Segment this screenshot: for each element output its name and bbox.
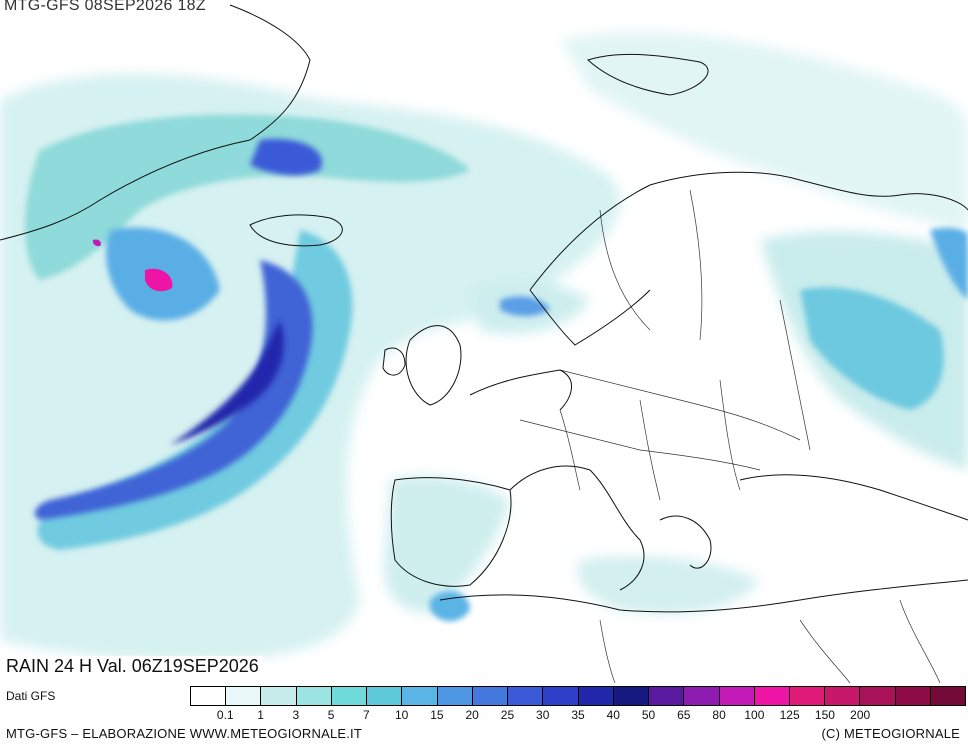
data-source-label: Dati GFS: [6, 689, 56, 703]
scale-swatch: [472, 687, 509, 705]
scale-swatch: [261, 687, 297, 705]
scale-swatch: [296, 687, 332, 705]
country-borders: [519, 189, 941, 683]
scale-tick-label: 40: [606, 708, 620, 722]
scale-swatch: [684, 687, 720, 705]
scale-swatch: [226, 687, 262, 705]
heavy-precip-band: [34, 139, 322, 520]
scale-swatch: [895, 687, 931, 705]
model-run-label: MTG-GFS 08SEP2026 18Z: [4, 0, 206, 14]
scale-swatch: [719, 687, 755, 705]
coastlines: [0, 4, 968, 613]
iberia-coast: [390, 477, 512, 587]
scale-swatch: [578, 687, 614, 705]
color-scale-bar: [190, 686, 966, 706]
scale-swatch: [825, 687, 861, 705]
scale-swatch: [367, 687, 403, 705]
greenland-coast: [0, 4, 311, 241]
scale-swatch: [543, 687, 579, 705]
scale-tick-label: 30: [536, 708, 550, 722]
scale-tick-label: 1: [257, 708, 264, 722]
north-sea-coast: [469, 369, 572, 411]
greece-coast: [659, 515, 712, 569]
scale-swatch: [860, 687, 896, 705]
footer-credit: MTG-GFS – ELABORAZIONE WWW.METEOGIORNALE…: [6, 726, 363, 741]
scale-tick-label: 35: [571, 708, 585, 722]
scale-tick-label: 5: [327, 708, 335, 722]
iceland-coast: [249, 214, 343, 247]
footer-copyright: (C) METEOGIORNALE: [821, 726, 960, 741]
scale-swatch: [508, 687, 544, 705]
italy-coast: [509, 465, 645, 591]
scale-tick-label: 100: [744, 708, 765, 722]
scale-swatch: [754, 687, 790, 705]
color-scale-ticks: 0.1 1 3 5 7 10 15 20 25 30 35 40 50 65 80 100 125 150 200: [190, 708, 966, 724]
scale-tick-label: 125: [779, 708, 800, 722]
precipitation-map: [0, 4, 968, 683]
scale-tick-label: 80: [712, 708, 726, 722]
scale-swatch: [402, 687, 438, 705]
scale-tick-label: 15: [430, 708, 444, 722]
scale-tick-label: 25: [500, 708, 515, 722]
scale-tick-label: 7: [363, 708, 370, 722]
scale-swatch: [930, 687, 966, 705]
scale-swatch: [789, 687, 826, 705]
scale-tick-label: 50: [641, 708, 656, 722]
britain-coast: [405, 325, 462, 406]
north-africa-coast: [439, 579, 968, 613]
scale-tick-label: 200: [850, 708, 871, 722]
scale-tick-label: 150: [814, 708, 835, 722]
svalbard-coast: [587, 53, 709, 96]
scale-swatch: [649, 687, 685, 705]
ireland-coast: [382, 347, 406, 376]
scale-tick-label: 3: [292, 708, 300, 722]
black-sea-coast: [739, 474, 968, 521]
scale-swatch: [437, 687, 473, 705]
scale-tick-label: 65: [677, 708, 691, 722]
scale-tick-label: 10: [394, 708, 409, 722]
field-validity-title: RAIN 24 H Val. 06Z19SEP2026: [6, 656, 263, 677]
scale-swatch: [331, 687, 368, 705]
scandinavia-north-coast: [529, 171, 968, 291]
scale-swatch: [191, 687, 227, 705]
scale-tick-label: 0.1: [216, 708, 234, 722]
scale-swatch: [613, 687, 650, 705]
scale-tick-label: 20: [465, 708, 479, 722]
